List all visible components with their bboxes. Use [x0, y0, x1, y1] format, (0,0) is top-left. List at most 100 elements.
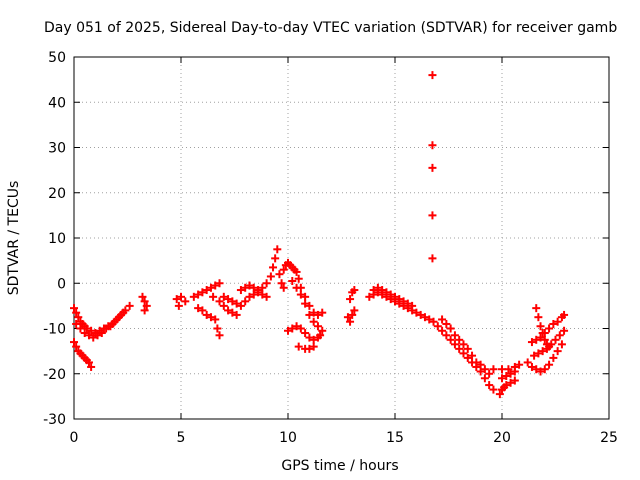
data-point — [198, 288, 207, 297]
data-point — [510, 376, 519, 385]
data-point — [318, 326, 327, 335]
chart-title: Day 051 of 2025, Sidereal Day-to-day VTE… — [44, 20, 617, 36]
data-point — [275, 270, 284, 279]
data-point — [420, 313, 429, 322]
data-point — [386, 290, 395, 299]
data-point — [202, 310, 211, 319]
data-point — [279, 265, 288, 274]
data-point — [271, 254, 280, 263]
data-point — [530, 351, 539, 360]
data-point — [346, 317, 355, 326]
data-point — [403, 299, 412, 308]
grid-lines — [74, 57, 609, 419]
data-point — [249, 283, 258, 292]
data-point — [536, 322, 545, 331]
data-point — [506, 378, 515, 387]
data-point — [429, 317, 438, 326]
data-point — [532, 335, 541, 344]
data-point — [110, 317, 119, 326]
data-point — [70, 304, 78, 313]
data-point — [433, 322, 442, 331]
data-point — [540, 365, 549, 374]
data-point — [480, 365, 489, 374]
data-point — [119, 308, 128, 317]
data-point — [305, 333, 314, 342]
data-point — [438, 326, 447, 335]
data-point — [262, 292, 271, 301]
x-tick-label: 0 — [70, 430, 79, 446]
y-tick-label: -10 — [43, 322, 66, 338]
data-point — [343, 313, 352, 322]
data-point — [301, 329, 310, 338]
data-point — [346, 295, 355, 304]
data-point — [540, 329, 549, 338]
data-point — [224, 306, 233, 315]
data-point — [72, 342, 81, 351]
data-point — [412, 308, 421, 317]
data-point — [463, 353, 472, 362]
data-point — [305, 310, 314, 319]
data-point — [318, 308, 327, 317]
data-point — [106, 322, 115, 331]
data-point — [309, 308, 318, 317]
data-point — [506, 369, 515, 378]
data-point — [504, 365, 513, 374]
data-point — [545, 324, 554, 333]
data-point — [489, 365, 498, 374]
data-point — [87, 326, 96, 335]
data-point — [498, 374, 506, 383]
data-point — [428, 141, 437, 150]
data-point — [70, 338, 78, 347]
data-point — [301, 292, 310, 301]
data-point — [232, 310, 241, 319]
y-tick-label: 20 — [48, 186, 66, 202]
data-point — [211, 281, 220, 290]
data-point — [301, 299, 310, 308]
data-point — [560, 326, 569, 335]
data-point — [455, 335, 464, 344]
data-point — [228, 308, 237, 317]
data-point — [206, 283, 215, 292]
data-point — [399, 297, 408, 306]
data-point — [489, 385, 498, 394]
data-point — [373, 283, 382, 292]
data-point — [232, 299, 241, 308]
data-point — [369, 286, 378, 295]
data-point — [455, 344, 464, 353]
data-point — [476, 367, 485, 376]
y-tick-label: 40 — [48, 95, 66, 111]
data-point — [114, 313, 123, 322]
data-point — [76, 324, 85, 333]
data-point — [450, 331, 459, 340]
data-point — [211, 315, 220, 324]
data-point — [258, 283, 267, 292]
data-point — [468, 351, 477, 360]
data-point — [181, 297, 190, 306]
data-point — [258, 290, 267, 299]
data-point — [480, 374, 489, 383]
data-point — [502, 372, 511, 381]
data-point — [536, 333, 545, 342]
data-point — [215, 331, 224, 340]
data-point — [450, 340, 459, 349]
data-points — [70, 71, 569, 399]
data-point — [391, 292, 399, 301]
data-point — [485, 369, 494, 378]
data-point — [495, 390, 504, 399]
data-point — [140, 297, 149, 306]
data-point — [241, 283, 250, 292]
data-point — [296, 290, 305, 299]
data-point — [553, 347, 562, 356]
data-point — [194, 304, 203, 313]
data-point — [93, 331, 102, 340]
data-point — [382, 288, 391, 297]
data-point — [523, 358, 532, 367]
data-point — [284, 326, 292, 335]
data-point — [472, 358, 481, 367]
x-tick-label: 10 — [279, 430, 297, 446]
data-point — [485, 381, 494, 390]
x-axis-label: GPS time / hours — [281, 458, 398, 474]
data-point — [273, 245, 282, 254]
data-point — [288, 324, 297, 333]
data-point — [288, 276, 297, 285]
